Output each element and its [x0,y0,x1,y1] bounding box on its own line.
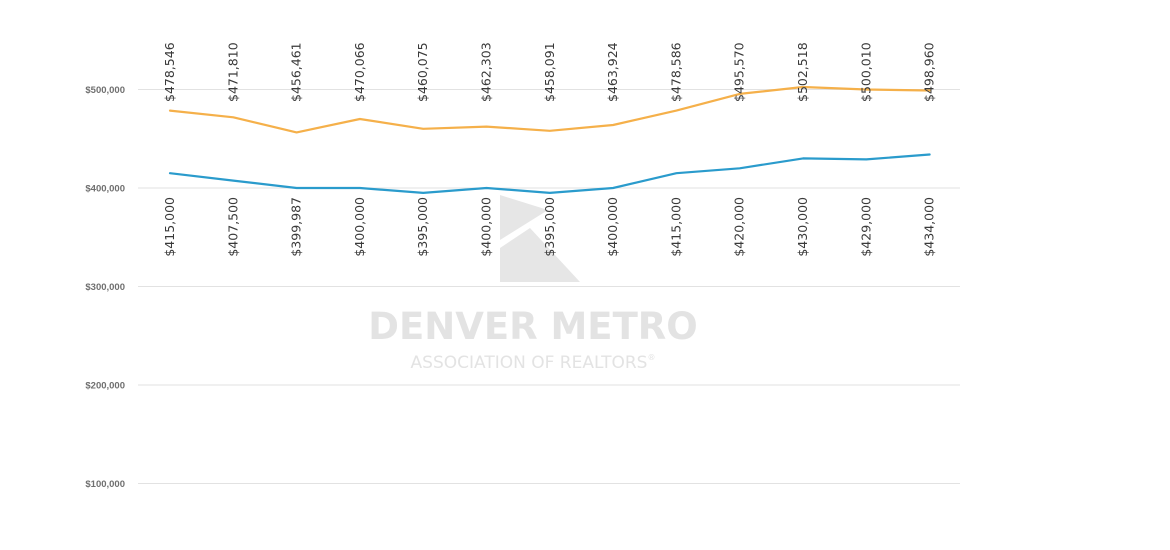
data-label: $400,000 [605,197,620,257]
data-label: $395,000 [415,197,430,257]
data-labels: $478,546 $471,810 $456,461 $470,066 $460,075… [162,42,937,256]
data-label: $434,000 [922,197,937,257]
data-label: $400,000 [352,197,367,257]
data-label: $429,000 [858,197,873,257]
series-lines [168,85,931,194]
data-label: $399,987 [289,197,304,257]
data-label: $407,500 [225,197,240,257]
y-axis-tick-labels: $100,000 $200,000 $300,000 $400,000 $500,000 [85,85,125,490]
data-label: $471,810 [225,42,240,102]
watermark-logo: DENVER METRO ASSOCIATION OF REALTORS® [368,195,698,373]
data-label: $415,000 [162,197,177,257]
data-label: $470,066 [352,42,367,102]
gridlines [138,89,960,484]
data-label: $498,960 [922,42,937,102]
y-tick-label: $100,000 [85,479,125,490]
y-tick-label: $500,000 [85,85,125,96]
data-label: $458,091 [542,42,557,102]
data-label: $462,303 [479,42,494,102]
data-label: $400,000 [479,197,494,257]
data-label: $430,000 [795,197,810,257]
y-tick-label: $300,000 [85,282,125,293]
data-label: $500,010 [858,42,873,102]
data-label: $478,546 [162,42,177,102]
data-label: $415,000 [668,197,683,257]
data-label: $456,461 [289,42,304,102]
series-line-1 [168,153,931,194]
data-label: $495,570 [732,42,747,102]
data-label: $460,075 [415,42,430,102]
data-label: $420,000 [732,197,747,257]
watermark-title: DENVER METRO [368,305,698,348]
data-label: $395,000 [542,197,557,257]
y-tick-label: $400,000 [85,184,125,195]
watermark-mark-icon [500,195,580,282]
watermark-subtitle: ASSOCIATION OF REALTORS® [411,353,656,373]
series-line-0 [168,85,931,134]
data-label: $502,518 [795,42,810,102]
y-tick-label: $200,000 [85,381,125,392]
data-label: $463,924 [605,42,620,102]
data-label: $478,586 [668,42,683,102]
